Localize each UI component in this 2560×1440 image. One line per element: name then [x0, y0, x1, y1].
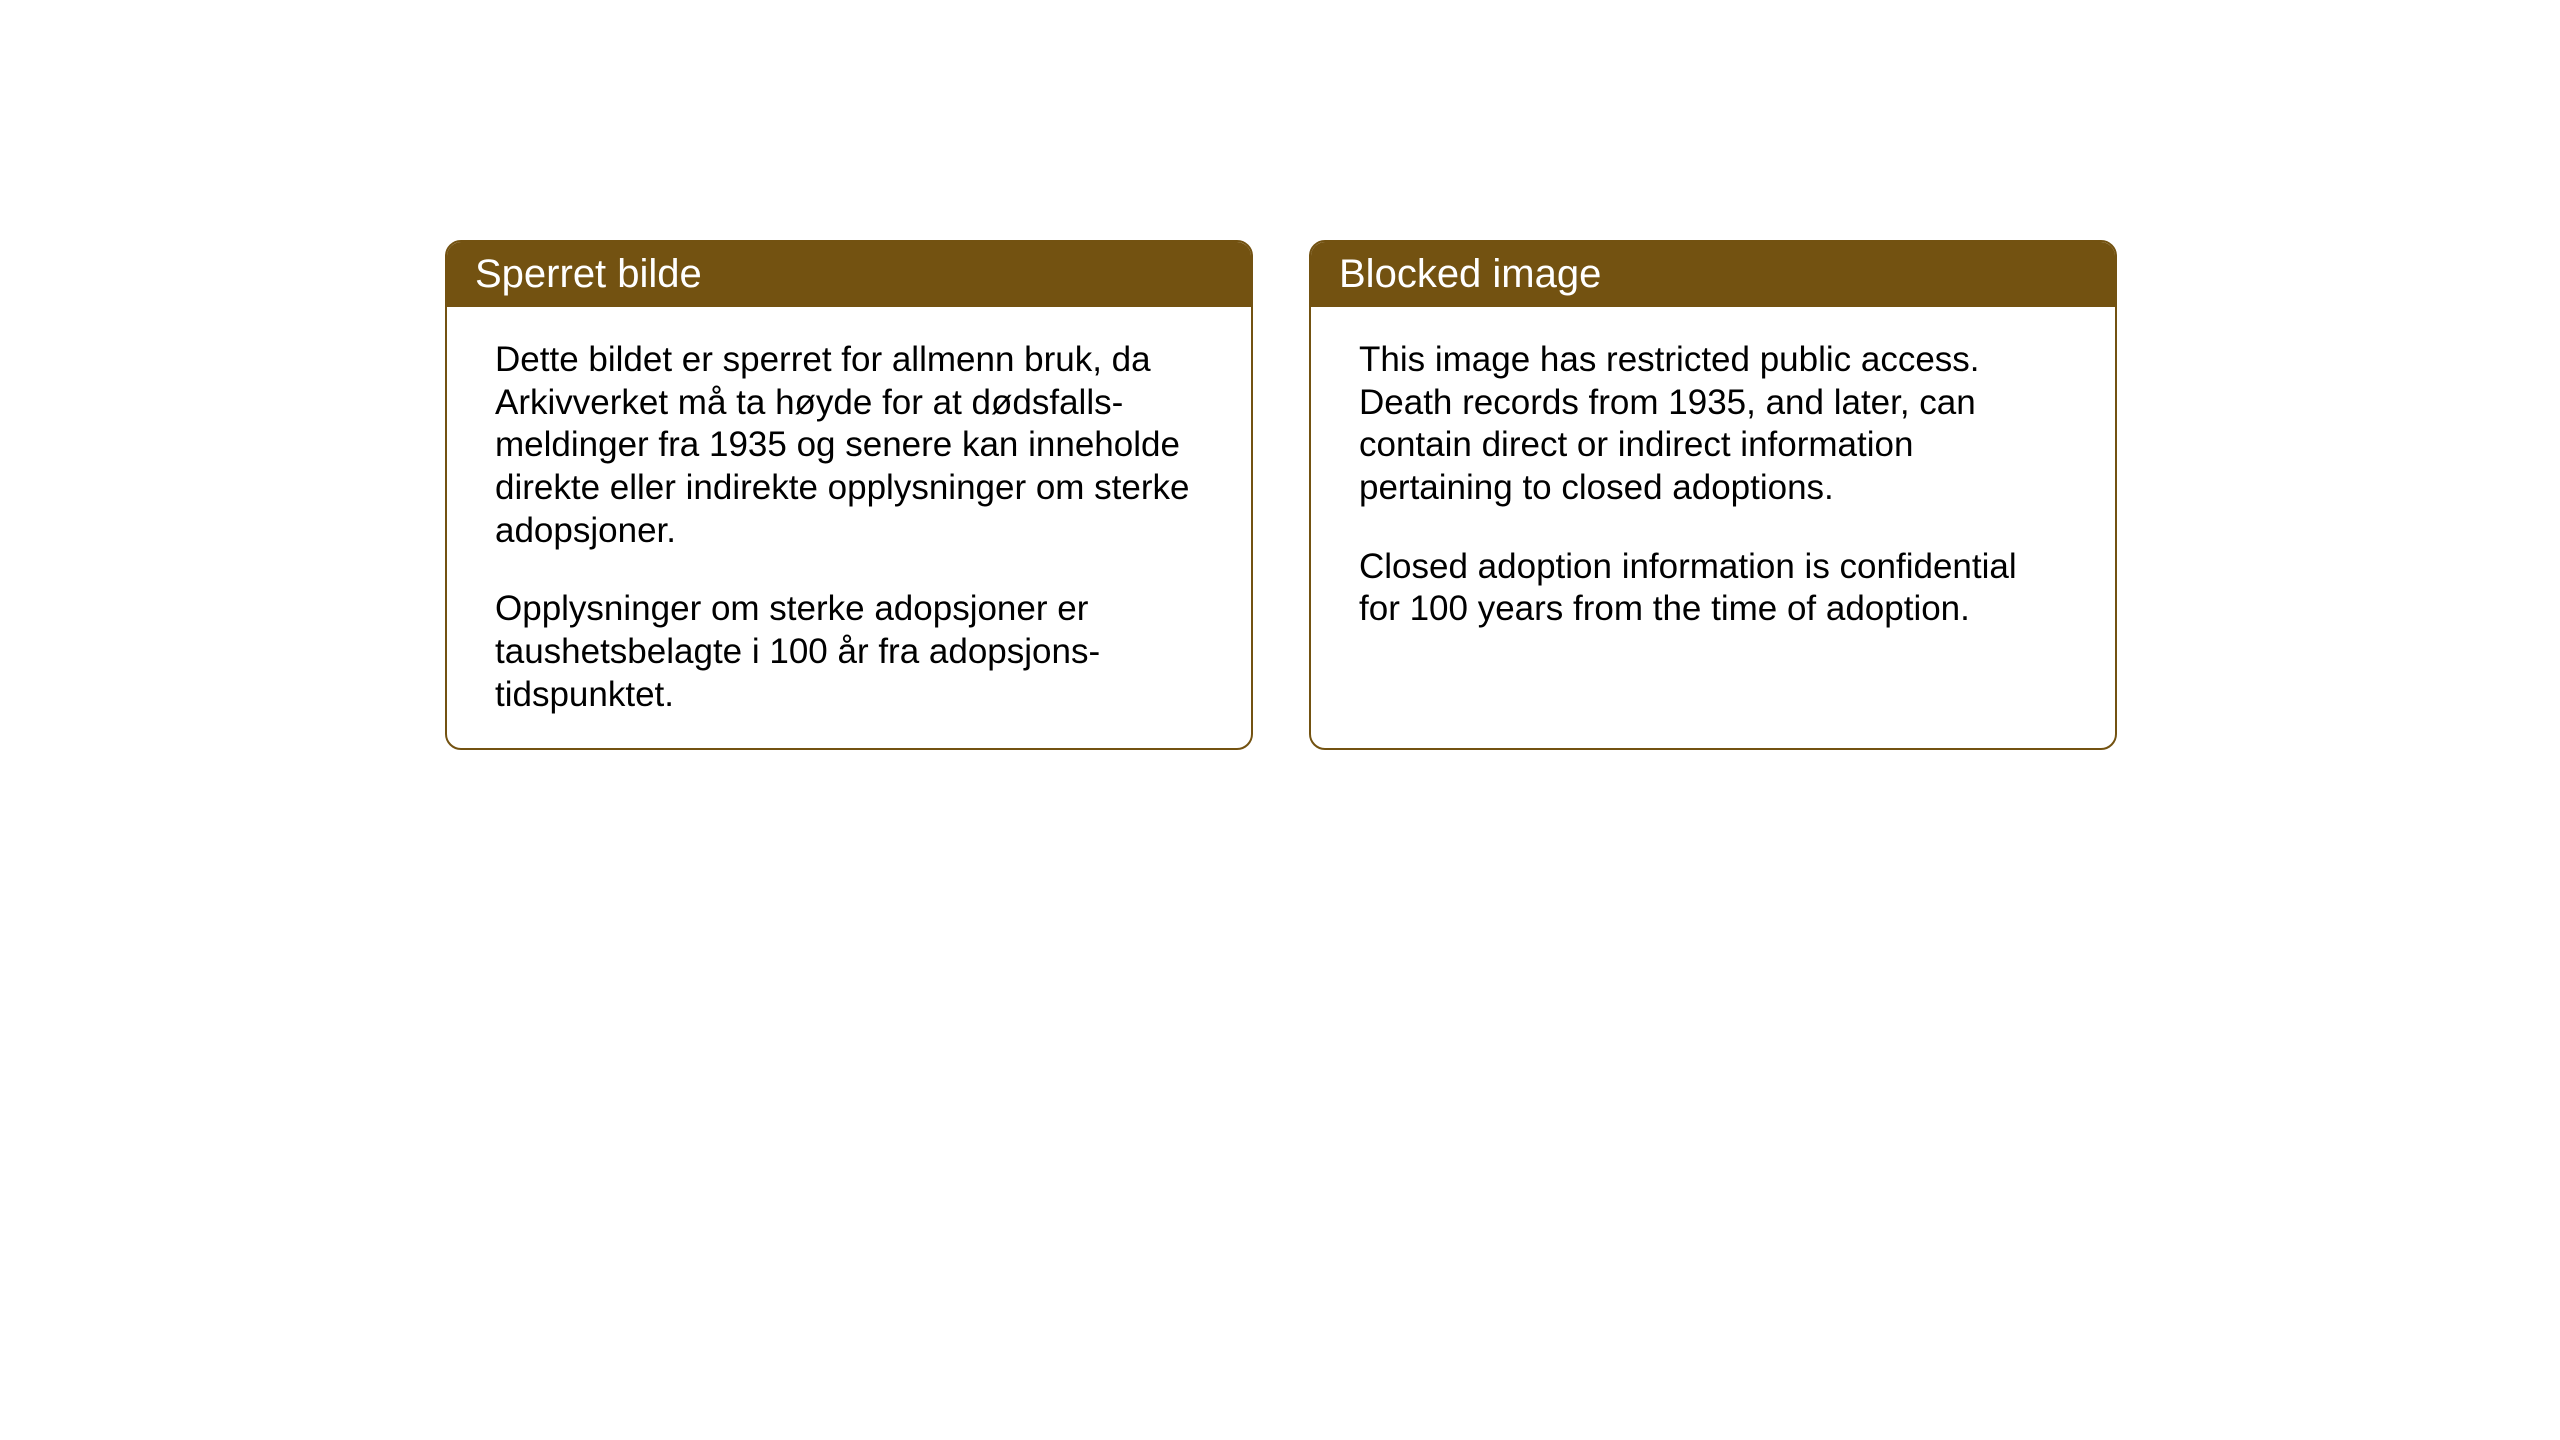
card-header-english: Blocked image — [1311, 242, 2115, 307]
card-title-english: Blocked image — [1339, 252, 1601, 296]
card-english: Blocked image This image has restricted … — [1309, 240, 2117, 750]
card-paragraph-2-english: Closed adoption information is confident… — [1359, 546, 2067, 631]
card-body-norwegian: Dette bildet er sperret for allmenn bruk… — [447, 307, 1251, 750]
card-paragraph-1-english: This image has restricted public access.… — [1359, 339, 2067, 510]
cards-container: Sperret bilde Dette bildet er sperret fo… — [445, 240, 2117, 750]
card-paragraph-1-norwegian: Dette bildet er sperret for allmenn bruk… — [495, 339, 1203, 552]
card-body-english: This image has restricted public access.… — [1311, 307, 2115, 671]
card-header-norwegian: Sperret bilde — [447, 242, 1251, 307]
card-norwegian: Sperret bilde Dette bildet er sperret fo… — [445, 240, 1253, 750]
card-title-norwegian: Sperret bilde — [475, 252, 702, 296]
card-paragraph-2-norwegian: Opplysninger om sterke adopsjoner er tau… — [495, 588, 1203, 716]
